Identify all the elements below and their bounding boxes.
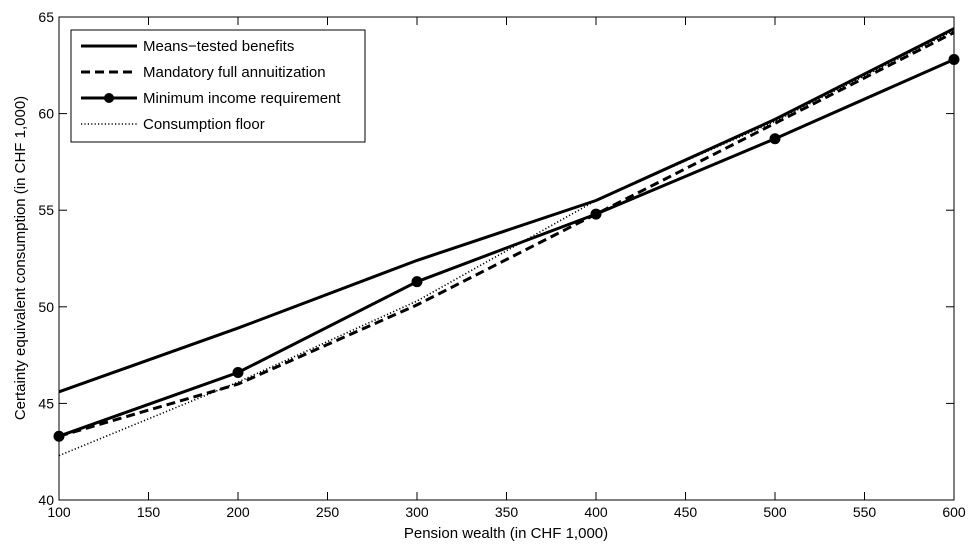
data-point [53, 430, 65, 442]
data-point [232, 366, 244, 378]
x-tick-label: 450 [674, 504, 698, 520]
series-line [58, 27, 955, 394]
x-tick-label: 500 [763, 504, 787, 520]
data-point [948, 54, 960, 66]
x-tick-label: 350 [495, 504, 519, 520]
data-point [769, 133, 781, 145]
series-2 [53, 54, 960, 442]
y-tick-label: 55 [38, 202, 54, 218]
x-tick-label: 100 [47, 504, 71, 520]
series-line [58, 31, 955, 438]
y-tick-label: 50 [38, 299, 54, 315]
axis-ticks: 100 150 200 250 300 350 400 450 500 550 600 40 45 50 5… [38, 9, 965, 520]
x-tick-label: 200 [226, 504, 250, 520]
series-layer [53, 27, 960, 457]
x-axis-title: Pension wealth (in CHF 1,000) [404, 525, 608, 542]
y-tick-label: 40 [38, 492, 54, 508]
y-tick-label: 60 [38, 106, 54, 122]
x-tick-label: 150 [137, 504, 161, 520]
legend: Means−tested benefits Mandatory full annu… [70, 29, 366, 143]
x-tick-label: 250 [316, 504, 340, 520]
legend-label: Consumption floor [143, 116, 265, 133]
legend-box [70, 29, 366, 143]
y-tick-label: 45 [38, 395, 54, 411]
data-point [590, 208, 602, 220]
x-tick-label: 550 [853, 504, 877, 520]
y-axis-title: Certainty equivalent consumption (in CHF… [12, 96, 29, 420]
y-tick-label: 65 [38, 9, 54, 25]
series-0 [58, 27, 955, 394]
x-tick-label: 600 [942, 504, 966, 520]
x-tick-label: 400 [584, 504, 608, 520]
legend-marker [104, 93, 114, 103]
x-tick-label: 300 [405, 504, 429, 520]
legend-label: Means−tested benefits [143, 38, 294, 55]
data-point [411, 276, 423, 288]
legend-label: Minimum income requirement [143, 90, 341, 107]
legend-label: Mandatory full annuitization [143, 64, 326, 81]
series-1 [58, 31, 955, 438]
series-line [58, 58, 955, 438]
